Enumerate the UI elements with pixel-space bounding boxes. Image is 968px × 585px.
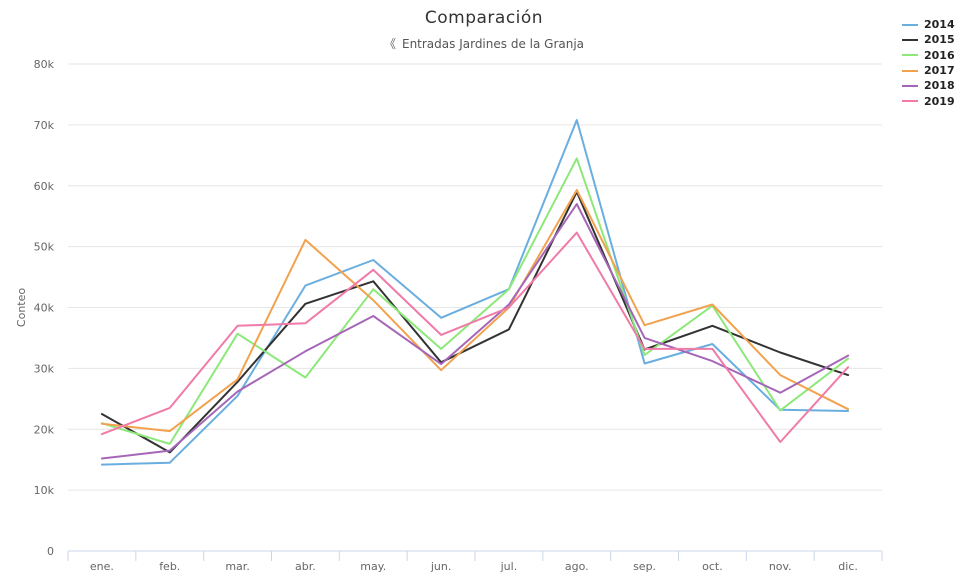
x-tick-label: jul. — [500, 560, 518, 573]
legend-item-2018[interactable]: 2018 — [902, 78, 955, 93]
x-tick-label: sep. — [633, 560, 656, 573]
y-tick-label: 60k — [34, 180, 55, 193]
legend-label: 2015 — [924, 33, 955, 47]
x-tick-label: oct. — [702, 560, 723, 573]
series-line-2019 — [100, 231, 850, 443]
x-tick-label: abr. — [295, 560, 316, 573]
x-tick-label: jun. — [430, 560, 452, 573]
legend-swatch — [902, 100, 918, 103]
x-tick-label: mar. — [225, 560, 249, 573]
legend: 2014 2015 2016 2017 2018 2019 — [902, 17, 955, 109]
legend-item-2015[interactable]: 2015 — [902, 32, 955, 47]
legend-label: 2016 — [924, 48, 955, 62]
series-line-2015 — [100, 190, 850, 454]
y-tick-label: 0 — [47, 545, 54, 558]
x-tick-label: nov. — [769, 560, 792, 573]
series-line-2016 — [100, 157, 850, 445]
legend-swatch — [902, 84, 918, 87]
y-tick-label: 70k — [34, 119, 55, 132]
legend-label: 2018 — [924, 79, 955, 93]
chart-title: Comparación — [424, 8, 544, 28]
x-tick-label: ago. — [565, 560, 589, 573]
chart-subtitle: 《 Entradas Jardines de la Granja — [0, 35, 968, 52]
y-tick-label: 10k — [34, 484, 55, 497]
x-tick-label: feb. — [159, 560, 180, 573]
legend-label: 2019 — [924, 94, 955, 108]
legend-item-2019[interactable]: 2019 — [902, 93, 955, 108]
legend-swatch — [902, 54, 918, 57]
y-tick-label: 50k — [34, 241, 55, 254]
y-tick-label: 80k — [34, 58, 55, 71]
legend-swatch — [902, 23, 918, 26]
legend-swatch — [902, 69, 918, 72]
y-tick-label: 40k — [34, 302, 55, 315]
series-line-2018 — [100, 203, 850, 460]
legend-item-2017[interactable]: 2017 — [902, 63, 955, 78]
chart-subtitle-text: Entradas Jardines de la Granja — [401, 37, 585, 51]
x-tick-label: may. — [360, 560, 386, 573]
series-line-2017 — [100, 189, 850, 433]
legend-label: 2014 — [924, 18, 955, 32]
legend-swatch — [902, 38, 918, 41]
legend-item-2014[interactable]: 2014 — [902, 17, 955, 32]
y-axis-label: Conteo — [15, 288, 28, 327]
x-tick-label: dic. — [838, 560, 858, 573]
y-tick-label: 30k — [34, 362, 55, 375]
legend-label: 2017 — [924, 64, 955, 78]
legend-item-2016[interactable]: 2016 — [902, 48, 955, 63]
x-tick-label: ene. — [90, 560, 114, 573]
y-tick-label: 20k — [34, 423, 55, 436]
double-chevron-left-icon[interactable]: 《 — [383, 37, 396, 51]
series-line-2014 — [100, 119, 850, 466]
